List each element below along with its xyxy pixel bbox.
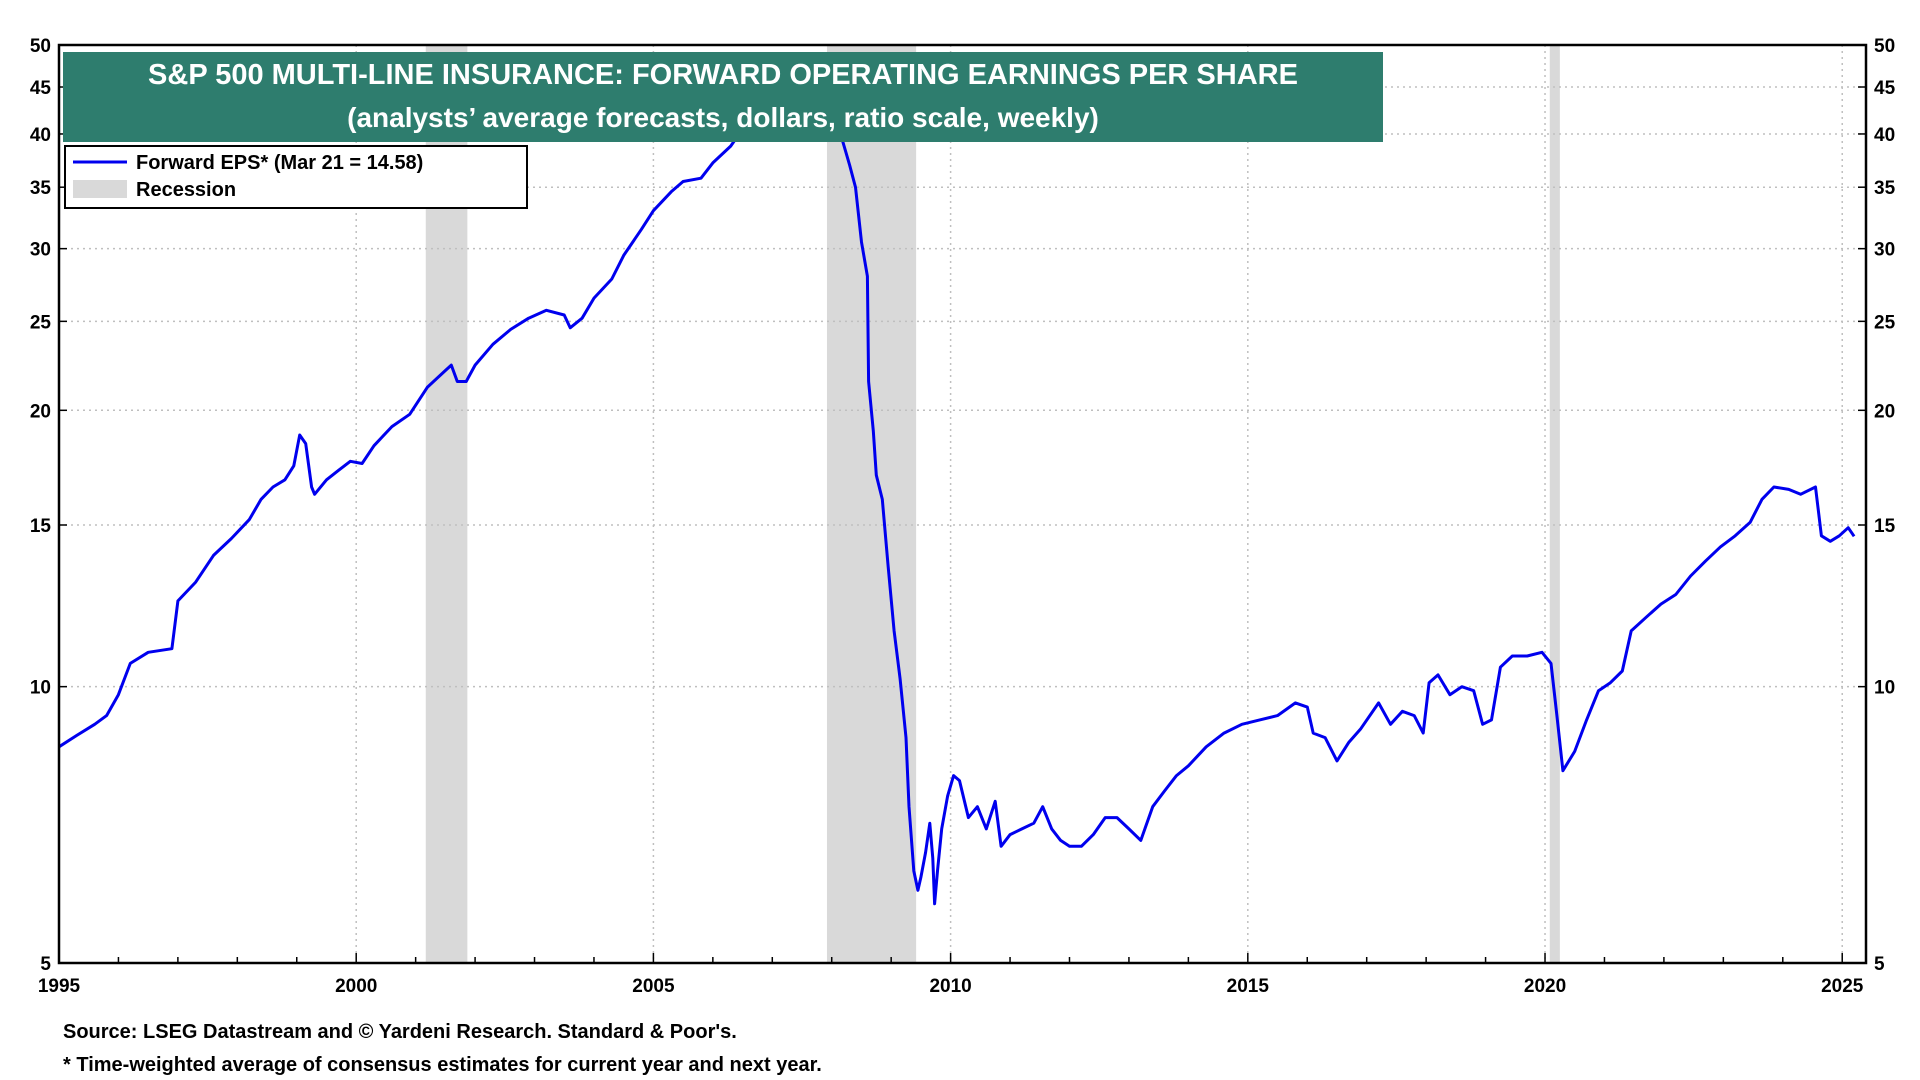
y-tick-label-right: 5 bbox=[1874, 954, 1885, 975]
recession-bands bbox=[425, 45, 1560, 963]
recession-band-3 bbox=[1549, 45, 1560, 963]
x-tick-label-2010: 2010 bbox=[929, 976, 971, 997]
legend-box bbox=[64, 145, 528, 209]
source-note: Source: LSEG Datastream and © Yardeni Re… bbox=[63, 1021, 737, 1043]
y-tick-label-left: 40 bbox=[30, 125, 51, 146]
legend-recession-label: Recession bbox=[136, 179, 236, 201]
chart-subtitle: (analysts’ average forecasts, dollars, r… bbox=[347, 102, 1099, 133]
y-tick-label-right: 35 bbox=[1874, 178, 1896, 199]
y-tick-label-left: 5 bbox=[40, 954, 51, 975]
series-layer bbox=[59, 82, 1856, 906]
footnote: * Time-weighted average of consensus est… bbox=[63, 1054, 822, 1076]
y-tick-label-right: 40 bbox=[1874, 125, 1895, 146]
y-tick-label-left: 20 bbox=[30, 401, 51, 422]
x-tick-label-2015: 2015 bbox=[1227, 976, 1270, 997]
plot-frame bbox=[57, 43, 1868, 965]
legend: Forward EPS* (Mar 21 = 14.58) Recession bbox=[64, 145, 528, 209]
y-tick-label-left: 50 bbox=[30, 36, 51, 57]
title-banner bbox=[63, 52, 1383, 142]
y-tick-label-right: 45 bbox=[1874, 78, 1896, 99]
y-tick-label-right: 20 bbox=[1874, 401, 1895, 422]
y-tick-label-left: 35 bbox=[30, 178, 52, 199]
y-tick-label-left: 30 bbox=[30, 240, 51, 261]
legend-series-label: Forward EPS* (Mar 21 = 14.58) bbox=[136, 152, 423, 174]
y-tick-label-left: 15 bbox=[30, 516, 52, 537]
x-tick-label-2020: 2020 bbox=[1524, 976, 1566, 997]
y-tick-label-right: 50 bbox=[1874, 36, 1895, 57]
y-tick-label-left: 10 bbox=[30, 678, 51, 699]
series-line-forward-eps bbox=[59, 82, 1856, 906]
y-tick-label-right: 15 bbox=[1874, 516, 1896, 537]
x-tick-label-1995: 1995 bbox=[38, 976, 81, 997]
y-tick-label-left: 45 bbox=[30, 78, 52, 99]
recession-band-2 bbox=[826, 45, 917, 963]
y-tick-label-right: 25 bbox=[1874, 312, 1896, 333]
chart-title: S&P 500 MULTI-LINE INSURANCE: FORWARD OP… bbox=[148, 59, 1298, 91]
x-tick-label-2025: 2025 bbox=[1821, 976, 1864, 997]
y-tick-label-left: 25 bbox=[30, 312, 52, 333]
x-tick-label-2005: 2005 bbox=[632, 976, 675, 997]
legend-recession-swatch bbox=[73, 180, 127, 198]
y-tick-label-right: 10 bbox=[1874, 678, 1895, 699]
y-tick-label-right: 30 bbox=[1874, 240, 1895, 261]
x-tick-label-2000: 2000 bbox=[335, 976, 377, 997]
